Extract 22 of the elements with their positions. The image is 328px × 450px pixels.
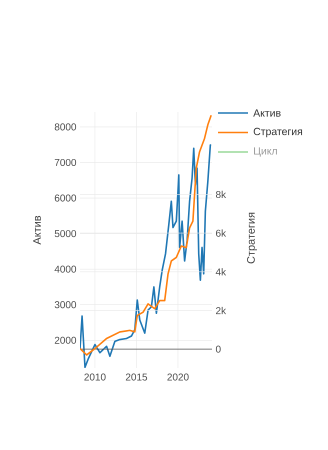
line-series — [80, 144, 212, 368]
y-tick-label: 7000 — [54, 158, 76, 166]
x-tick-label: 2015 — [126, 374, 148, 381]
y2-tick-label: 0 — [216, 346, 221, 353]
y2-tick-label: 4k — [216, 268, 226, 276]
y-tick-label: 5000 — [54, 230, 76, 238]
line-series — [80, 114, 212, 356]
y-tick-label: 4000 — [54, 266, 76, 273]
y-tick-label: 6000 — [54, 194, 76, 202]
legend-label: Актив — [253, 109, 281, 117]
y2-tick-label: 6k — [216, 229, 226, 237]
y-tick-label: 2000 — [54, 336, 76, 344]
y-tick-label: 8000 — [54, 123, 76, 130]
y-axis-title: Актив — [33, 216, 41, 245]
y-tick-label: 3000 — [54, 301, 76, 308]
y2-tick-label: 2k — [216, 306, 226, 314]
x-tick-label: 2020 — [167, 374, 189, 381]
x-tick-label: 2010 — [84, 374, 106, 381]
y2-tick-label: 8k — [216, 190, 226, 198]
y2-axis-title: Стратегия — [247, 212, 257, 264]
legend-label: Стратегия — [254, 128, 302, 138]
legend-label: Цикл — [254, 147, 277, 157]
